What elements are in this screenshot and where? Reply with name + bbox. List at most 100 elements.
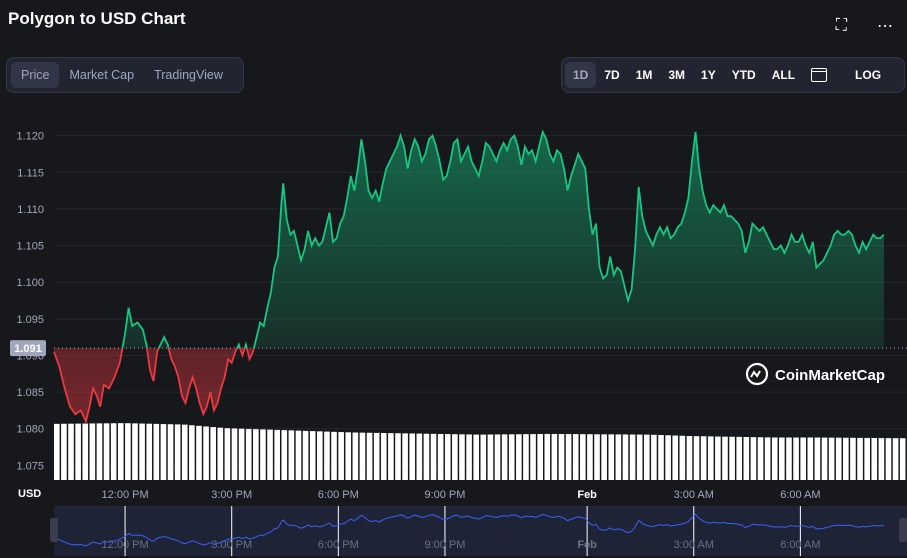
volume-bar <box>338 432 344 480</box>
volume-bar <box>580 434 586 480</box>
navigator-tick-label: 3:00 AM <box>674 539 714 551</box>
range-1m[interactable]: 1M <box>635 68 653 82</box>
volume-bar <box>366 432 373 480</box>
volume-bar <box>558 434 565 480</box>
range-7d[interactable]: 7D <box>604 68 620 82</box>
volume-bar <box>494 434 501 480</box>
volume-bar <box>89 423 96 480</box>
volume-bar <box>530 434 536 480</box>
volume-bar <box>771 437 778 480</box>
volume-bar <box>835 437 842 480</box>
volume-bar <box>601 434 607 480</box>
volume-bar <box>380 433 387 480</box>
navigator-tick-label: 6:00 PM <box>318 539 359 551</box>
volume-bar <box>828 437 835 480</box>
volume-bar <box>743 437 750 480</box>
volume-bar <box>508 434 515 480</box>
volume-bar <box>288 430 295 480</box>
volume-bar <box>878 438 885 480</box>
volume-bar <box>430 433 437 480</box>
volume-bar <box>75 423 81 480</box>
volume-bar <box>665 435 671 480</box>
volume-bar <box>238 428 245 480</box>
volume-bar <box>54 423 60 480</box>
navigator-tick-label: 6:00 AM <box>780 539 820 551</box>
volume-bar <box>388 433 394 480</box>
volume-bar <box>800 437 806 480</box>
range-navigator[interactable]: 12:00 PM 3:00 PM 6:00 PM 9:00 PM Feb 3:00 AM 6… <box>50 506 907 556</box>
tab-tradingview[interactable]: TradingView <box>154 68 223 82</box>
volume-bar <box>267 429 273 480</box>
volume-bar <box>317 431 323 480</box>
navigator-right-handle[interactable] <box>899 518 907 542</box>
price-area-down <box>54 348 254 422</box>
range-1d[interactable]: 1D <box>565 62 597 88</box>
x-tick-label: 9:00 PM <box>424 489 465 501</box>
y-tick-label: 1.095 <box>16 314 44 326</box>
y-tick-label: 1.100 <box>16 277 44 289</box>
volume-bar <box>153 423 160 480</box>
volume-bar <box>572 434 579 480</box>
y-tick-label: 1.075 <box>16 460 44 472</box>
x-tick-label: 6:00 AM <box>780 489 820 501</box>
volume-bar <box>473 434 479 480</box>
volume-bar <box>181 424 188 480</box>
volume-bar <box>501 434 508 480</box>
more-icon[interactable]: ⋯ <box>877 18 893 35</box>
log-toggle[interactable]: LOG <box>855 68 882 82</box>
volume-bar <box>658 435 664 480</box>
volume-bar <box>160 424 167 480</box>
volume-bar <box>487 434 494 480</box>
volume-bar <box>871 437 878 480</box>
baseline-label: 1.091 <box>10 340 46 357</box>
volume-bar <box>544 433 551 480</box>
top-icons: ⛶ ⋯ <box>836 16 893 36</box>
range-ytd[interactable]: YTD <box>731 68 756 82</box>
navigator-left-handle[interactable] <box>50 518 58 542</box>
range-1y[interactable]: 1Y <box>701 68 716 82</box>
volume-bar <box>402 433 408 480</box>
volume-bar <box>715 436 721 480</box>
tab-price[interactable]: Price <box>11 62 60 88</box>
volume-bar <box>843 437 849 480</box>
volume-bar <box>331 431 337 480</box>
volume-bar <box>864 437 870 480</box>
volume-bar <box>203 426 209 480</box>
volume-bar <box>345 432 352 480</box>
volume-bar <box>217 427 224 480</box>
volume-bar <box>395 433 401 480</box>
volume-bar <box>729 436 735 480</box>
y-tick-label: 1.085 <box>16 387 44 399</box>
volume-bar <box>722 436 728 480</box>
volume-bar <box>814 437 821 480</box>
range-all[interactable]: ALL <box>771 68 796 82</box>
volume-bar <box>608 434 615 480</box>
volume-bar <box>565 434 572 480</box>
expand-icon[interactable]: ⛶ <box>835 17 847 34</box>
volume-bar <box>537 433 543 480</box>
volume-bar <box>523 434 529 480</box>
volume-bar <box>189 425 195 480</box>
volume-bar <box>672 435 679 480</box>
volume-bar <box>686 436 693 480</box>
volume-bar <box>416 433 423 480</box>
volume-bar <box>899 438 906 480</box>
volume-bar <box>352 432 359 480</box>
volume-bar <box>643 434 650 480</box>
volume-bar <box>302 430 309 480</box>
volume-bar <box>587 434 593 480</box>
volume-bar <box>196 425 202 480</box>
calendar-icon[interactable] <box>811 68 828 82</box>
volume-bar <box>174 424 181 480</box>
volume-bar <box>793 437 799 480</box>
range-3m[interactable]: 3M <box>668 68 686 82</box>
volume-bar <box>594 434 600 480</box>
volume-bar <box>61 423 67 480</box>
volume-bar <box>245 428 252 480</box>
tab-market-cap[interactable]: Market Cap <box>69 68 135 82</box>
svg-text:CoinMarketCap: CoinMarketCap <box>775 367 885 384</box>
price-line-up <box>121 129 885 349</box>
volume-bar <box>779 437 785 480</box>
navigator-tick-label: 3:00 PM <box>211 539 252 551</box>
